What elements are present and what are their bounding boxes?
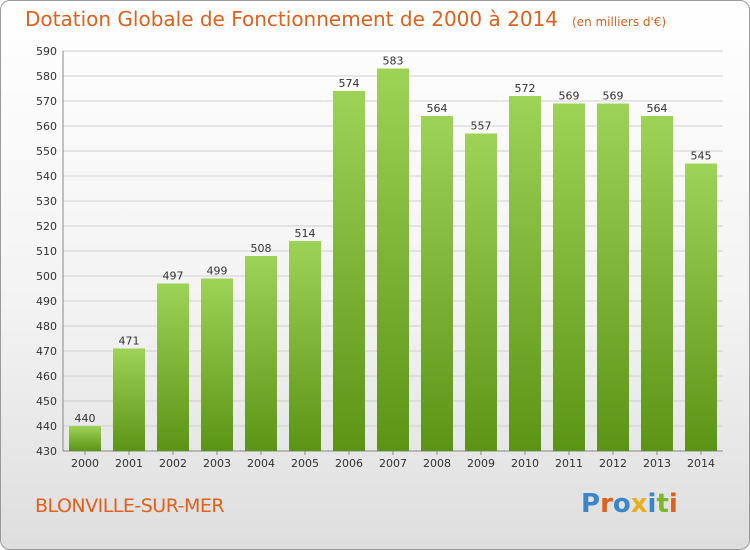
logo-letter: i — [647, 489, 657, 519]
x-tick-label: 2011 — [555, 457, 583, 470]
y-tick-label: 520 — [36, 220, 57, 233]
y-tick-label: 480 — [36, 320, 57, 333]
x-tick-label: 2013 — [643, 457, 671, 470]
y-tick-label: 430 — [36, 445, 57, 458]
data-label: 545 — [691, 150, 712, 163]
y-tick-label: 460 — [36, 370, 57, 383]
bar — [245, 256, 277, 451]
y-tick-label: 540 — [36, 170, 57, 183]
data-label: 508 — [251, 242, 272, 255]
y-tick-label: 530 — [36, 195, 57, 208]
bar — [509, 96, 541, 451]
bar — [465, 133, 497, 451]
y-tick-label: 470 — [36, 345, 57, 358]
bar — [69, 426, 101, 451]
x-tick-label: 2009 — [467, 457, 495, 470]
data-label: 499 — [207, 265, 228, 278]
data-label: 557 — [471, 120, 492, 133]
x-tick-label: 2001 — [115, 457, 143, 470]
bar — [333, 91, 365, 451]
data-label: 574 — [339, 77, 360, 90]
y-tick-label: 580 — [36, 70, 57, 83]
logo-letter: t — [656, 489, 669, 519]
logo-letter: x — [630, 489, 648, 519]
bar — [113, 348, 145, 451]
x-tick-label: 2012 — [599, 457, 627, 470]
bar — [421, 116, 453, 451]
y-tick-label: 500 — [36, 270, 57, 283]
x-tick-label: 2005 — [291, 457, 319, 470]
y-tick-label: 490 — [36, 295, 57, 308]
proxiti-logo: Proxiti — [581, 489, 678, 519]
y-tick-label: 590 — [36, 45, 57, 58]
y-tick-label: 440 — [36, 420, 57, 433]
y-tick-label: 510 — [36, 245, 57, 258]
bar — [553, 103, 585, 451]
y-tick-label: 570 — [36, 95, 57, 108]
logo-letter: i — [668, 489, 678, 519]
data-label: 440 — [75, 412, 96, 425]
data-label: 583 — [383, 55, 404, 68]
x-tick-label: 2000 — [71, 457, 99, 470]
logo-letter: o — [612, 489, 631, 519]
x-tick-label: 2004 — [247, 457, 275, 470]
x-tick-label: 2002 — [159, 457, 187, 470]
x-tick-label: 2008 — [423, 457, 451, 470]
x-tick-label: 2003 — [203, 457, 231, 470]
x-tick-label: 2010 — [511, 457, 539, 470]
data-label: 497 — [163, 270, 184, 283]
town-name: BLONVILLE-SUR-MER — [35, 495, 225, 517]
y-tick-label: 550 — [36, 145, 57, 158]
data-label: 569 — [559, 90, 580, 103]
data-label: 572 — [515, 82, 536, 95]
y-tick-label: 560 — [36, 120, 57, 133]
x-tick-label: 2007 — [379, 457, 407, 470]
chart-title: Dotation Globale de Fonctionnement de 20… — [25, 7, 666, 31]
data-label: 564 — [427, 102, 448, 115]
bar — [201, 278, 233, 451]
data-label: 564 — [647, 102, 668, 115]
y-tick-label: 450 — [36, 395, 57, 408]
chart-title-unit: (en milliers d'€) — [572, 15, 667, 29]
x-tick-label: 2006 — [335, 457, 363, 470]
data-label: 569 — [603, 90, 624, 103]
bar — [377, 68, 409, 451]
bar — [157, 283, 189, 451]
logo-letter: P — [581, 489, 601, 519]
chart-title-main: Dotation Globale de Fonctionnement de 20… — [25, 7, 558, 31]
bar — [289, 241, 321, 451]
x-tick-label: 2014 — [687, 457, 715, 470]
bar — [641, 116, 673, 451]
bar — [597, 103, 629, 451]
data-label: 471 — [119, 335, 140, 348]
bar — [685, 163, 717, 451]
data-label: 514 — [295, 227, 316, 240]
logo-letter: r — [600, 489, 613, 519]
